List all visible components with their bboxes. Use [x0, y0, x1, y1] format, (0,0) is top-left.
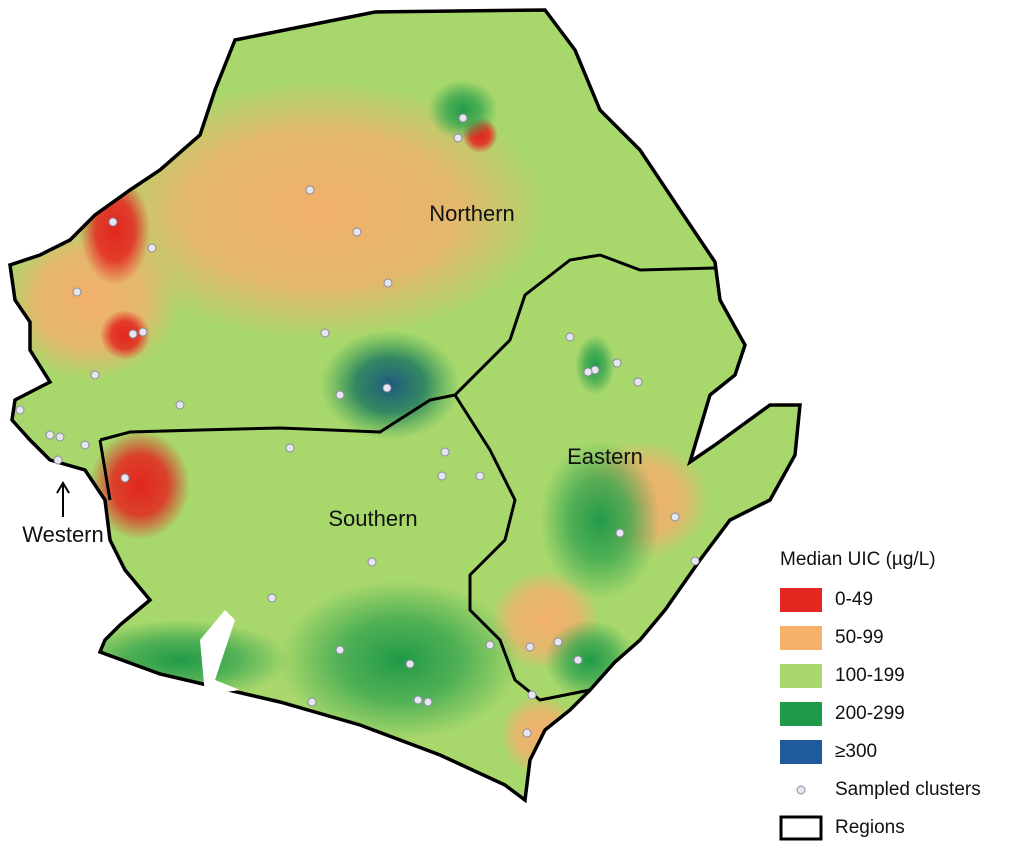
cluster-dot	[382, 383, 392, 393]
legend-swatch	[780, 588, 822, 612]
cluster-dot	[108, 217, 118, 227]
cluster-dot	[53, 455, 63, 465]
cluster-dot	[128, 329, 138, 339]
legend: Median UIC (µg/L) 0-49 50-99 100-199 200-29…	[779, 549, 981, 841]
cluster-dot	[147, 243, 157, 253]
legend-title: Median UIC (µg/L)	[780, 549, 936, 570]
cluster-dot	[352, 227, 362, 237]
legend-label: Sampled clusters	[835, 779, 981, 800]
legend-label: 0-49	[835, 589, 873, 610]
estuary	[200, 610, 240, 695]
zone	[90, 430, 190, 540]
zone	[575, 335, 615, 395]
region-label: Eastern	[567, 444, 643, 469]
cluster-dot	[405, 659, 415, 669]
legend-swatch	[780, 702, 822, 726]
legend-label: 50-99	[835, 627, 884, 648]
legend-label: 100-199	[835, 665, 905, 686]
legend-label: Regions	[835, 817, 905, 838]
cluster-dot	[553, 637, 563, 647]
cluster-dot	[565, 332, 575, 342]
cluster-dot	[453, 133, 463, 143]
surface	[10, 10, 800, 800]
cluster-dot	[80, 440, 90, 450]
cluster-dot	[670, 512, 680, 522]
cluster-dot	[72, 287, 82, 297]
cluster-dot	[267, 593, 277, 603]
cluster-dot	[335, 645, 345, 655]
cluster-dot	[527, 690, 537, 700]
region-label: Northern	[429, 201, 515, 226]
legend-label: ≥300	[835, 741, 877, 762]
cluster-dot	[437, 471, 447, 481]
legend-region-box	[779, 815, 823, 841]
legend-swatch	[780, 626, 822, 650]
cluster-dot	[458, 113, 468, 123]
region-label: Western	[22, 522, 104, 547]
cluster-dot	[583, 367, 593, 377]
cluster-dot	[485, 640, 495, 650]
legend-swatch	[780, 740, 822, 764]
cluster-dot	[413, 695, 423, 705]
legend-cluster-dot	[796, 785, 806, 795]
zone	[500, 695, 580, 775]
cluster-dot	[522, 728, 532, 738]
cluster-dot	[573, 655, 583, 665]
zone	[428, 80, 498, 140]
clusters	[15, 113, 700, 738]
cluster-dot	[15, 405, 25, 415]
region-label: Southern	[328, 506, 417, 531]
cluster-dot	[320, 328, 330, 338]
cluster-dot	[633, 377, 643, 387]
cluster-dot	[55, 432, 65, 442]
border-north-south	[99, 393, 456, 442]
cluster-dot	[383, 278, 393, 288]
cluster-dot	[307, 697, 317, 707]
cluster-dot	[305, 185, 315, 195]
region-borders	[98, 253, 716, 702]
border-east-south	[453, 394, 591, 702]
zone	[280, 580, 520, 740]
zone	[540, 440, 660, 600]
cluster-dot	[475, 471, 485, 481]
cluster-dot	[690, 556, 700, 566]
zone	[70, 620, 290, 700]
cluster-dot	[612, 358, 622, 368]
cluster-dot	[90, 370, 100, 380]
border-north-east	[453, 253, 716, 397]
arrow	[56, 481, 70, 517]
coast-features	[200, 610, 240, 695]
cluster-dot	[440, 447, 450, 457]
cluster-dot	[335, 390, 345, 400]
cluster-dot	[423, 697, 433, 707]
cluster-dot	[367, 557, 377, 567]
cluster-dot	[285, 443, 295, 453]
cluster-dot	[615, 528, 625, 538]
cluster-dot	[525, 642, 535, 652]
legend-label: 200-299	[835, 703, 905, 724]
zone	[80, 175, 150, 285]
border-west	[98, 439, 112, 501]
cluster-dot	[45, 430, 55, 440]
cluster-dot	[120, 473, 130, 483]
zone	[100, 310, 150, 360]
legend-swatch	[780, 664, 822, 688]
cluster-dot	[175, 400, 185, 410]
cluster-dot	[138, 327, 148, 337]
zone	[90, 80, 550, 340]
